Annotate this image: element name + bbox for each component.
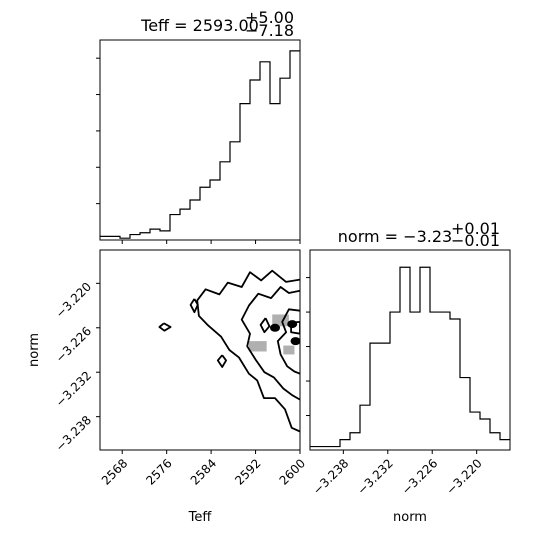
norm-hist-yticks <box>306 277 310 417</box>
norm-ylabel: norm <box>27 333 42 367</box>
y-tick-label: −3.220 <box>53 280 94 321</box>
contour-island <box>259 317 271 334</box>
x-tick-label: 2592 <box>232 456 263 487</box>
joint-xticks: 2568 2576 2584 2592 2600 <box>99 450 308 488</box>
density-cell <box>248 341 267 352</box>
teff-hist-xticks <box>121 240 301 244</box>
norm-hist-xticks: −3.238 −3.232 −3.226 −3.220 <box>310 450 485 498</box>
x-tick-label: 2568 <box>99 456 130 487</box>
y-tick-label: −3.238 <box>53 413 94 454</box>
joint-density-cells <box>248 314 301 355</box>
norm-title-base: norm = −3.23 <box>338 227 452 246</box>
y-tick-label: −3.226 <box>53 324 94 365</box>
norm-hist-panel: −3.238 −3.232 −3.226 −3.220 norm = −3.23 +0… <box>306 219 511 525</box>
teff-hist-frame <box>99 39 301 241</box>
density-peak <box>287 320 298 329</box>
norm-xlabel: norm <box>393 510 427 525</box>
teff-hist-yticks <box>96 57 100 205</box>
contour-island <box>158 322 172 332</box>
joint-contours <box>158 269 300 433</box>
teff-title-base: Teff = 2593.00 <box>140 16 259 35</box>
density-peak <box>290 337 301 346</box>
teff-hist-panel: Teff = 2593.00 +5.00 −7.18 <box>96 8 301 244</box>
x-tick-label: 2600 <box>277 456 308 487</box>
norm-histogram <box>310 266 510 448</box>
density-cell <box>283 345 295 355</box>
contour-outer <box>196 269 300 433</box>
x-tick-label: −3.220 <box>443 456 484 497</box>
x-tick-label: −3.238 <box>310 456 351 497</box>
x-tick-label: 2576 <box>143 456 174 487</box>
joint-panel: −3.220−3.226−3.232−3.238 2568 2576 2584 259… <box>27 249 308 525</box>
density-peak <box>270 323 280 332</box>
x-tick-label: −3.232 <box>355 456 396 497</box>
norm-title-sub: −0.01 <box>451 231 500 250</box>
joint-frame <box>99 249 301 451</box>
contour-inner <box>276 308 300 375</box>
contour-island <box>216 354 228 368</box>
teff-title: Teff = 2593.00 <box>140 16 259 35</box>
teff-title-sub: −7.18 <box>245 21 294 40</box>
norm-hist-frame <box>309 249 511 451</box>
contour-island <box>189 298 199 314</box>
teff-xlabel: Teff <box>188 510 213 525</box>
joint-yticks: −3.220−3.226−3.232−3.238 <box>53 280 100 454</box>
y-tick-label: −3.232 <box>53 368 94 409</box>
x-tick-label: 2584 <box>188 456 219 487</box>
norm-title: norm = −3.23 <box>338 227 452 246</box>
x-tick-label: −3.226 <box>399 456 440 497</box>
teff-histogram <box>100 50 300 239</box>
density-cell <box>272 314 289 327</box>
contour-island <box>290 320 300 335</box>
teff-title-sup: +5.00 <box>245 8 294 27</box>
norm-title-sup: +0.01 <box>451 219 500 238</box>
contour-mid <box>240 286 300 401</box>
